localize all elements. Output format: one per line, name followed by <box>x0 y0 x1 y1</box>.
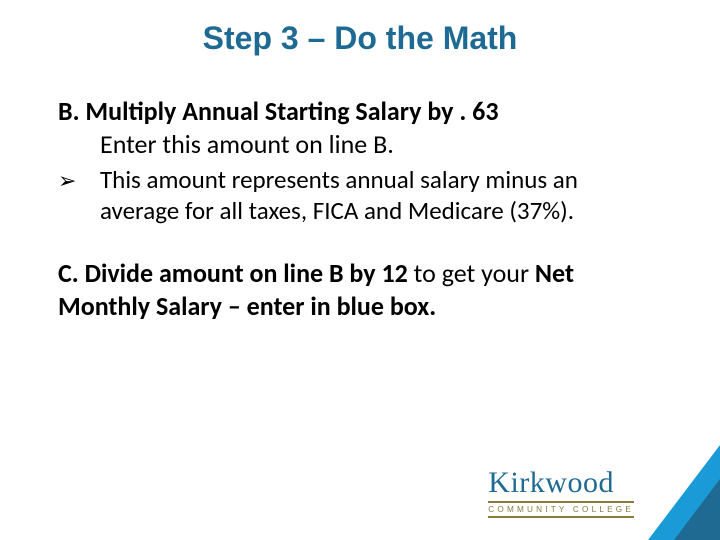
slide-title: Step 3 – Do the Math <box>0 20 720 57</box>
bullet-arrow-icon: ➢ <box>58 164 100 196</box>
section-b-heading: B. Multiply Annual Starting Salary by . … <box>58 95 662 128</box>
section-c-mid: to get your <box>408 257 535 289</box>
logo-sub-text: COMMUNITY COLLEGE <box>488 501 634 518</box>
footer-logo: Kirkwood COMMUNITY COLLEGE <box>488 445 720 540</box>
section-c: C. Divide amount on line B by 12 to get … <box>58 257 662 325</box>
section-b-bullet: ➢ This amount represents annual salary m… <box>58 164 662 227</box>
logo-text-block: Kirkwood COMMUNITY COLLEGE <box>488 468 648 540</box>
content-area: B. Multiply Annual Starting Salary by . … <box>58 95 662 324</box>
bullet-text: This amount represents annual salary min… <box>100 164 662 227</box>
section-c-bold-lead: C. Divide amount on line B by 12 <box>58 257 408 289</box>
section-b-subline: Enter this amount on line B. <box>100 128 662 161</box>
title-text: Step 3 – Do the Math <box>203 20 518 56</box>
logo-triangle-icon <box>648 445 720 540</box>
slide: Step 3 – Do the Math B. Multiply Annual … <box>0 0 720 540</box>
logo-main-text: Kirkwood <box>488 468 634 498</box>
